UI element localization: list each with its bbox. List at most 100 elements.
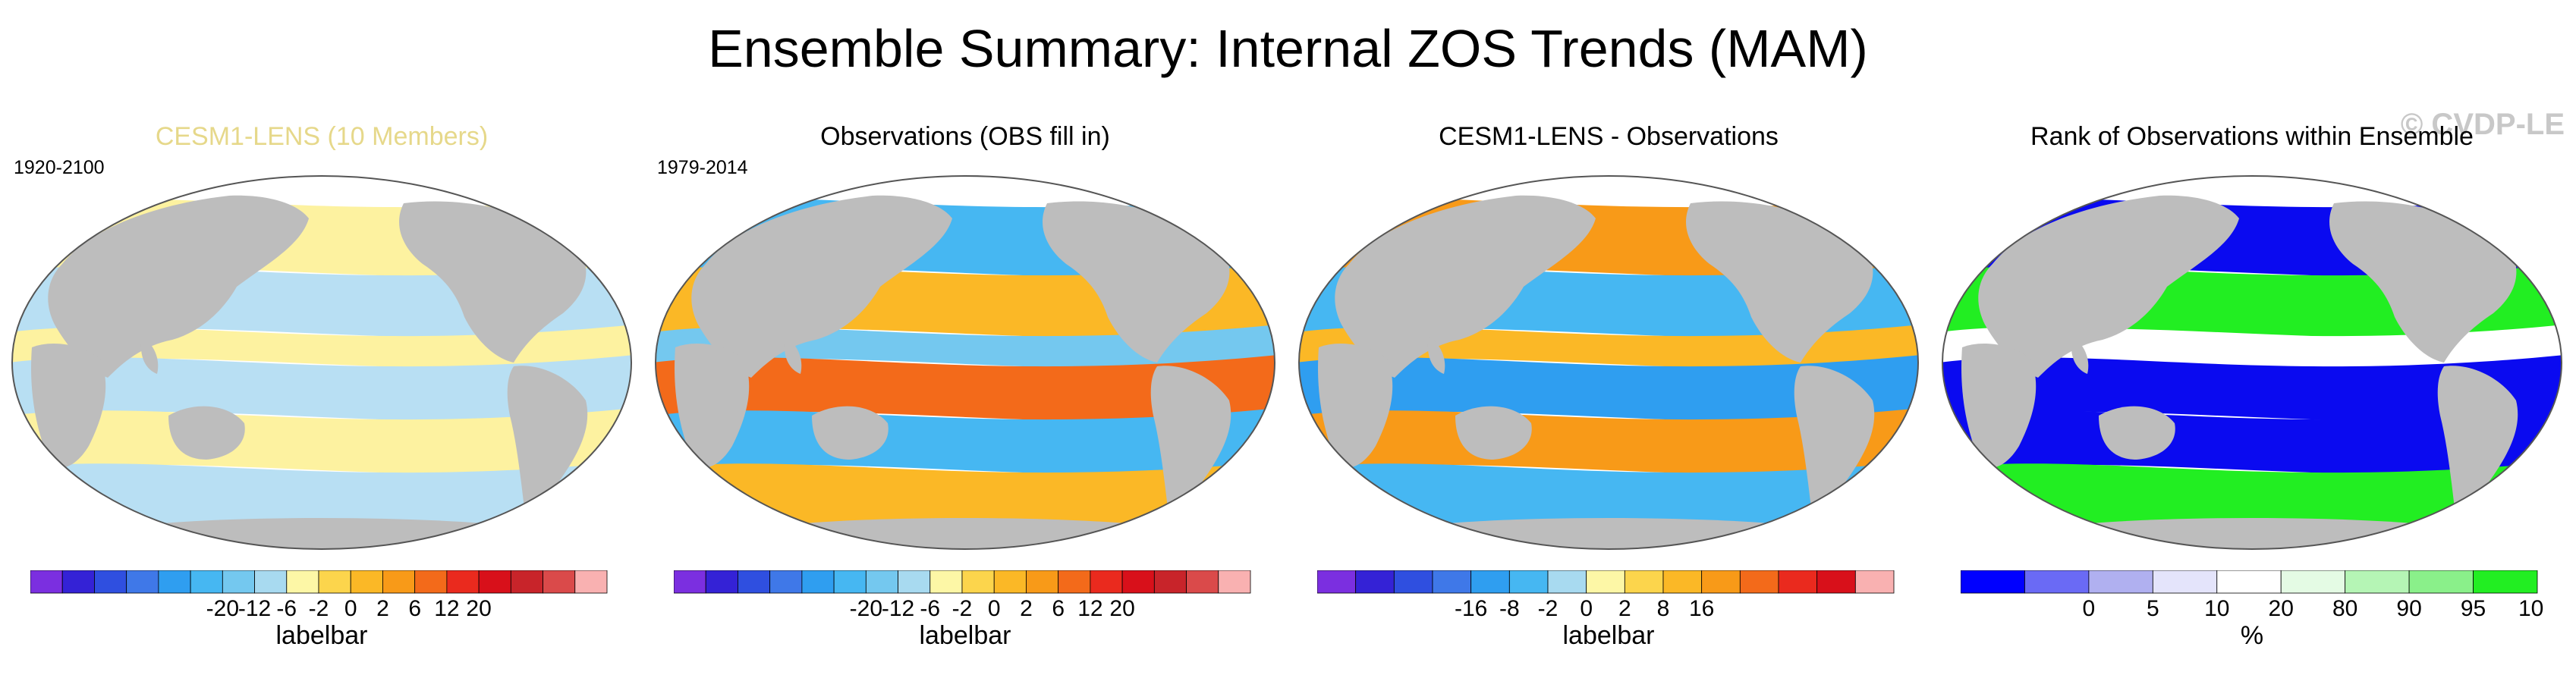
colorbar-tick-label: 100 <box>2518 596 2543 620</box>
colorbar-tick-label: 10 <box>2204 596 2229 620</box>
land-mass <box>31 344 106 468</box>
colorbar-box <box>738 570 771 594</box>
colorbar-box <box>2152 570 2218 594</box>
colorbar-tick-label: 2 <box>1020 596 1033 620</box>
period-label: 1979-2014 <box>657 157 748 178</box>
panel-title: CESM1-LENS (10 Members) <box>155 122 489 151</box>
colorbar-box <box>382 570 416 594</box>
colorbar-box <box>1432 570 1472 594</box>
colorbar-tick-label: -12 <box>238 596 271 620</box>
colorbar-tick-label: 8 <box>1657 596 1670 620</box>
land-mass <box>1427 336 1445 374</box>
ocean-field-band <box>656 355 1275 422</box>
land-mass <box>2071 336 2089 374</box>
panel-title: Observations (OBS fill in) <box>820 122 1110 151</box>
colorbar-tick-label: 12 <box>434 596 459 620</box>
land-mass <box>168 406 245 460</box>
colorbar-box <box>350 570 383 594</box>
colorbar-tick-label: -2 <box>1538 596 1558 620</box>
ocean-field-band <box>656 461 1275 535</box>
colorbar-box <box>1778 570 1818 594</box>
land-mass <box>2463 195 2527 231</box>
colorbar-box <box>286 570 319 594</box>
colorbar-box <box>1586 570 1625 594</box>
colorbar-box <box>1090 570 1123 594</box>
land-mass <box>108 518 540 549</box>
watermark: © CVDP-LE <box>2400 108 2565 141</box>
land-mass <box>1794 366 1875 515</box>
land-mass <box>1978 195 2239 378</box>
land-mass <box>1150 366 1231 515</box>
colorbar-box <box>993 570 1027 594</box>
ocean-field-band <box>12 408 631 475</box>
colorbar-tick-label: -6 <box>920 596 940 620</box>
colorbar-box <box>478 570 511 594</box>
colorbar-tick-label: 80 <box>2332 596 2357 620</box>
land-mass <box>1335 195 1596 378</box>
ocean-field-band <box>1299 355 1918 422</box>
ocean-field-band <box>1299 461 1918 535</box>
colorbar-box <box>1739 570 1779 594</box>
colorbar-tick-label: 6 <box>1052 596 1065 620</box>
land-mass <box>140 336 159 374</box>
figure-title: Ensemble Summary: Internal ZOS Trends (M… <box>708 19 1868 78</box>
panel-title: CESM1-LENS - Observations <box>1439 122 1779 151</box>
colorbar-box <box>769 570 803 594</box>
colorbar-box <box>705 570 738 594</box>
land-mass <box>784 336 802 374</box>
panel-model-ensemble: CESM1-LENS (10 Members) 1920-2100 -20 -12… <box>0 114 643 675</box>
colorbar-box <box>1508 570 1549 594</box>
colorbar-box <box>865 570 898 594</box>
colorbar-box <box>929 570 963 594</box>
colorbar-box <box>254 570 288 594</box>
ocean-field-band <box>12 461 631 535</box>
land-mass <box>1318 344 1393 468</box>
colorbar-tick-label: -16 <box>1455 596 1487 620</box>
ocean-field-band <box>1942 355 2562 422</box>
colorbar-tick-label: -12 <box>882 596 914 620</box>
map-outline <box>655 175 1275 550</box>
colorbar-tick-label: 2 <box>376 596 389 620</box>
colorbar-box <box>1701 570 1741 594</box>
colorbar-box <box>543 570 576 594</box>
colorbar: 0 5 10 20 80 90 95 100 <box>1961 570 2543 620</box>
colorbar-tick-label: -20 <box>850 596 882 620</box>
panel-observations: Observations (OBS fill in) 1979-2014 -20… <box>643 114 1287 675</box>
land-mass <box>2329 201 2517 363</box>
panel-title: Rank of Observations within Ensemble <box>2030 122 2474 151</box>
land-mass <box>507 366 588 515</box>
colorbar-tick-label: 20 <box>2269 596 2294 620</box>
land-mass <box>675 344 750 468</box>
panel-rank: Rank of Observations within Ensemble 0 5 1… <box>1930 114 2574 675</box>
colorbar-box <box>1058 570 1091 594</box>
colorbar-box <box>1961 570 2025 594</box>
colorbar-box <box>158 570 191 594</box>
land-mass <box>533 195 597 231</box>
land-mass <box>48 195 310 378</box>
colorbar-box <box>1854 570 1895 594</box>
colorbar-box <box>94 570 127 594</box>
colorbar-box <box>833 570 867 594</box>
colorbar-tick-label: 20 <box>466 596 491 620</box>
ocean-field-band <box>12 355 631 422</box>
colorbar-tick-label: 0 <box>988 596 1001 620</box>
colorbar-box <box>2345 570 2410 594</box>
colorbar-box <box>801 570 835 594</box>
land-mass <box>2437 366 2518 515</box>
colorbar-tick-label: -2 <box>952 596 973 620</box>
colorbar-tick-label: 12 <box>1077 596 1102 620</box>
land-mass <box>1455 406 1532 460</box>
colorbar-box <box>1026 570 1059 594</box>
colorbar-box <box>1218 570 1251 594</box>
colorbar-box <box>2216 570 2282 594</box>
colorbar-box <box>61 570 95 594</box>
world-map <box>1942 175 2562 550</box>
land-mass <box>1395 518 1827 549</box>
colorbar-title: % <box>2240 621 2264 650</box>
colorbar-tick-label: 6 <box>408 596 421 620</box>
period-label: 1920-2100 <box>14 157 105 178</box>
colorbar-box <box>446 570 480 594</box>
colorbar-tick-label: 5 <box>2147 596 2159 620</box>
land-mass <box>1176 195 1241 231</box>
colorbar-box <box>190 570 223 594</box>
